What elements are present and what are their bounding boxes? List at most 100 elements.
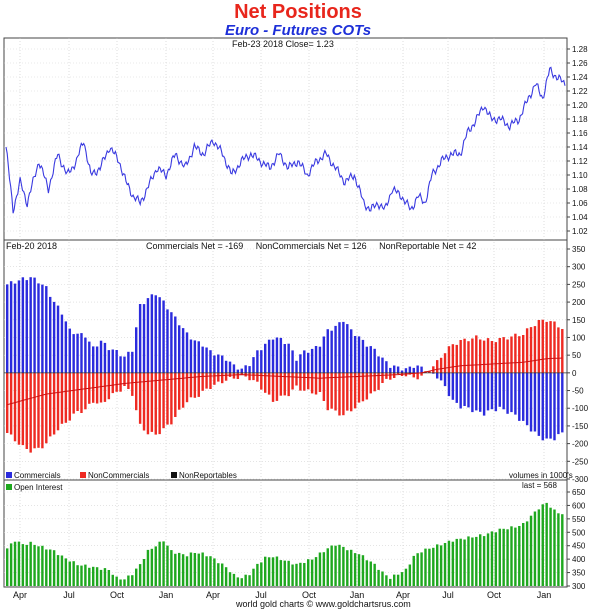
net-y-tick-label: 100 bbox=[572, 333, 586, 342]
commercials-bar bbox=[377, 356, 380, 373]
open-interest-bar bbox=[189, 552, 193, 586]
legend-nonreportables: NonReportables bbox=[179, 471, 237, 480]
net-y-tick-label: 300 bbox=[572, 263, 586, 272]
open-interest-bar bbox=[553, 509, 556, 586]
open-interest-bar bbox=[123, 579, 126, 586]
legend-swatch-noncommercials bbox=[80, 472, 86, 478]
net-header-date: Feb-20 2018 bbox=[6, 241, 57, 251]
open-interest-bar bbox=[209, 556, 212, 586]
commercials-bar bbox=[64, 321, 68, 373]
noncommercials-bar bbox=[381, 372, 384, 383]
commercials-bar bbox=[498, 372, 501, 407]
price-line bbox=[5, 66, 566, 214]
noncommercials-bar bbox=[283, 372, 286, 396]
commercials-bar bbox=[146, 298, 150, 373]
noncommercials-bar bbox=[29, 372, 32, 453]
net-y-tick-label: 50 bbox=[572, 351, 581, 360]
open-interest-bar bbox=[267, 557, 271, 586]
price-y-tick-label: 1.04 bbox=[572, 213, 588, 222]
noncommercials-bar bbox=[549, 321, 552, 373]
noncommercials-bar bbox=[318, 372, 322, 392]
commercials-bar bbox=[92, 346, 95, 373]
price-y-tick-label: 1.08 bbox=[572, 185, 588, 194]
noncommercials-bar bbox=[213, 372, 216, 385]
x-tick-label: Jul bbox=[63, 590, 75, 600]
open-interest-bar bbox=[6, 548, 9, 586]
legend-open-interest: Open Interest bbox=[14, 483, 63, 492]
noncommercials-bar bbox=[369, 372, 372, 394]
commercials-bar bbox=[522, 372, 525, 421]
x-tick-label: Jan bbox=[537, 590, 552, 600]
noncommercials-bar bbox=[303, 372, 306, 391]
open-interest-bar bbox=[334, 545, 337, 586]
units-note: volumes in 1000's bbox=[509, 471, 573, 480]
open-interest-bar bbox=[107, 570, 111, 586]
commercials-bar bbox=[361, 339, 365, 373]
open-interest-bar bbox=[201, 552, 204, 586]
noncommercials-bar bbox=[131, 372, 134, 396]
open-interest-bar bbox=[33, 544, 36, 586]
noncommercials-bar bbox=[475, 335, 478, 373]
price-y-tick-label: 1.22 bbox=[572, 87, 588, 96]
open-interest-bar bbox=[185, 556, 189, 586]
noncommercials-bar bbox=[123, 372, 126, 386]
noncommercials-bar bbox=[68, 372, 71, 421]
noncommercials-bar bbox=[146, 372, 150, 435]
noncommercials-bar bbox=[377, 372, 380, 390]
price-y-tick-label: 1.20 bbox=[572, 101, 588, 110]
commercials-bar bbox=[506, 372, 509, 414]
open-interest-bar bbox=[408, 564, 412, 586]
open-interest-bar bbox=[510, 526, 513, 586]
commercials-bar bbox=[459, 372, 462, 409]
open-interest-bar bbox=[428, 548, 431, 586]
noncommercials-bar bbox=[385, 372, 388, 379]
open-interest-bar bbox=[518, 526, 521, 586]
commercials-bar bbox=[248, 366, 251, 373]
open-interest-bar bbox=[439, 545, 443, 586]
noncommercials-bar bbox=[295, 372, 298, 386]
commercials-bar bbox=[221, 355, 224, 373]
open-interest-bar bbox=[29, 541, 32, 586]
noncommercials-bar bbox=[447, 346, 451, 373]
noncommercials-bar bbox=[389, 372, 392, 380]
commercials-bar bbox=[21, 277, 25, 373]
noncommercials-bar bbox=[95, 372, 99, 404]
noncommercials-bar bbox=[482, 340, 486, 373]
open-interest-bar bbox=[92, 566, 95, 586]
open-interest-bar bbox=[217, 563, 220, 586]
open-interest-bar bbox=[64, 558, 68, 586]
commercials-bar bbox=[178, 325, 181, 373]
noncommercials-bar bbox=[404, 372, 408, 377]
commercials-bar bbox=[400, 370, 404, 373]
open-interest-bar bbox=[342, 546, 345, 586]
noncommercials-bar bbox=[33, 372, 36, 449]
noncommercials-bar bbox=[393, 372, 396, 378]
noncommercials-bar bbox=[443, 353, 447, 373]
price-panel bbox=[3, 37, 568, 241]
noncommercials-bar bbox=[365, 372, 369, 400]
noncommercials-bar bbox=[181, 372, 185, 408]
commercials-bar bbox=[295, 360, 298, 373]
open-interest-bar bbox=[494, 532, 498, 586]
commercials-bar bbox=[271, 339, 275, 373]
commercials-bar bbox=[127, 351, 130, 373]
commercials-bar bbox=[111, 349, 114, 373]
noncommercials-bar bbox=[252, 372, 255, 381]
noncommercials-bar bbox=[115, 372, 118, 392]
noncommercials-bar bbox=[557, 327, 560, 373]
noncommercials-bar bbox=[486, 338, 490, 373]
open-interest-bar bbox=[416, 553, 419, 586]
open-interest-bar bbox=[522, 523, 525, 586]
open-interest-bar bbox=[338, 544, 341, 586]
open-interest-bar bbox=[221, 563, 224, 586]
commercials-bar bbox=[197, 341, 200, 373]
commercials-bar bbox=[486, 372, 490, 411]
open-interest-bar bbox=[127, 575, 130, 586]
noncommercials-bar bbox=[439, 357, 443, 373]
commercials-bar bbox=[279, 337, 283, 373]
open-interest-bar bbox=[256, 563, 259, 586]
net-y-tick-label: -50 bbox=[572, 387, 584, 396]
noncommercials-bar bbox=[436, 360, 439, 373]
open-interest-bar bbox=[381, 571, 384, 586]
